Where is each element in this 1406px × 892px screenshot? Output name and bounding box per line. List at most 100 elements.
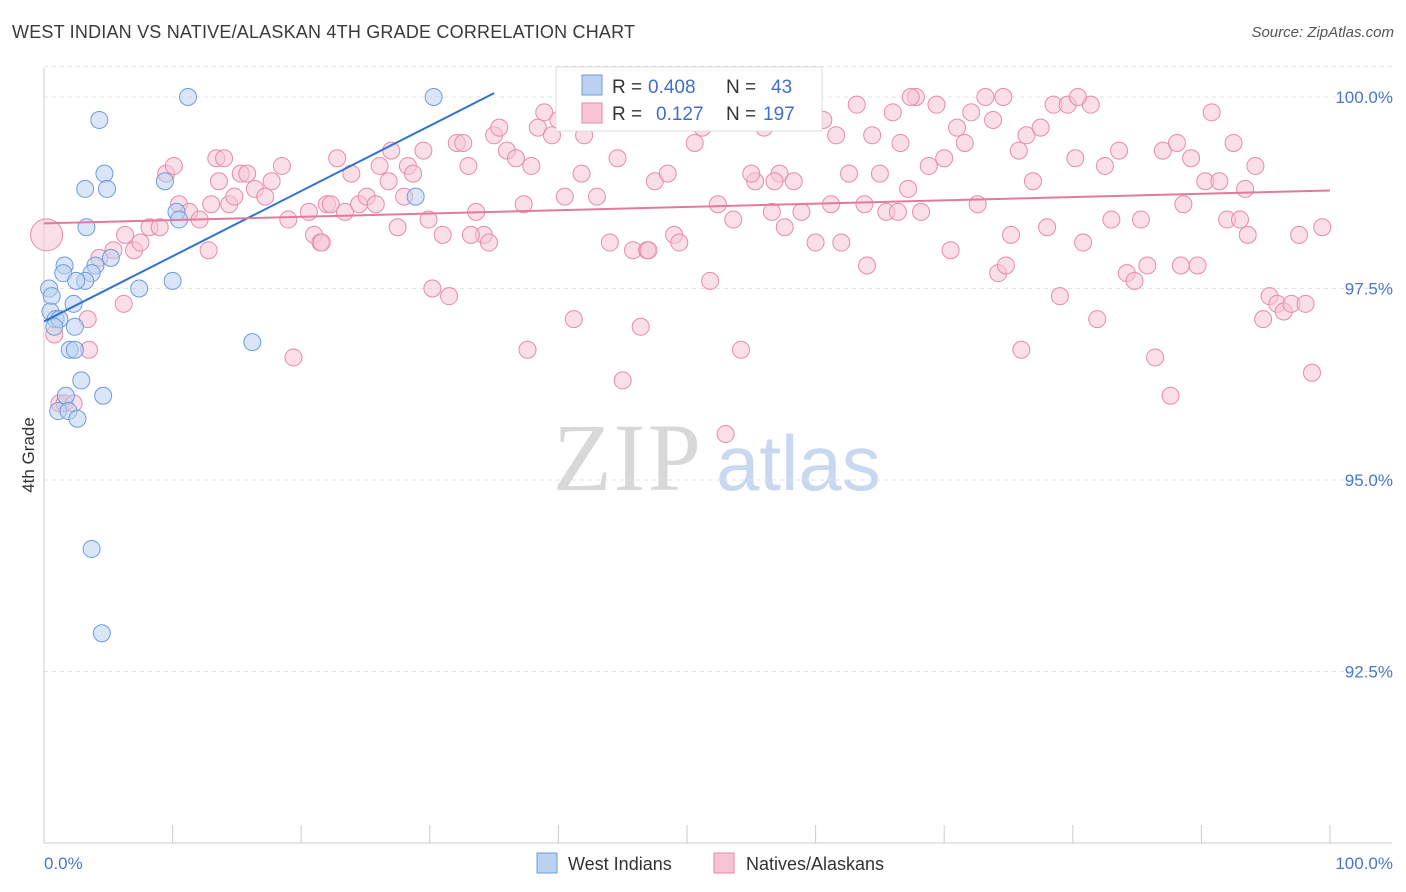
- west-indians-point: [424, 88, 443, 106]
- natives-alaskans-point: [775, 218, 794, 237]
- west-indians-point: [82, 539, 101, 558]
- natives-alaskans-point: [1012, 340, 1031, 359]
- natives-alaskans-point: [1246, 156, 1265, 175]
- natives-alaskans-point: [366, 195, 385, 214]
- natives-alaskans-point: [535, 103, 554, 122]
- natives-alaskans-point: [1095, 156, 1114, 175]
- natives-alaskans-point: [912, 202, 931, 221]
- natives-alaskans-point: [1171, 256, 1190, 275]
- natives-alaskans-point: [262, 172, 281, 191]
- natives-alaskans-point: [202, 195, 221, 214]
- stats-n-west-indians: 43: [771, 77, 792, 98]
- natives-alaskans-point: [1017, 126, 1036, 145]
- stats-box: R = 0.408 N = 43 R = 0.127 N = 197: [555, 66, 823, 132]
- stats-swatch-natives: [581, 102, 603, 124]
- natives-alaskans-point: [199, 241, 218, 260]
- natives-alaskans-point: [1290, 225, 1309, 244]
- natives-alaskans-point: [116, 225, 135, 244]
- natives-alaskans-point: [564, 310, 583, 329]
- natives-alaskans-point: [528, 118, 547, 137]
- natives-alaskans-point: [670, 233, 689, 252]
- natives-alaskans-point: [1254, 310, 1273, 329]
- legend: West Indians Natives/Alaskans: [536, 852, 884, 874]
- natives-alaskans-point: [701, 271, 720, 290]
- y-axis-title: 4th Grade: [19, 417, 38, 493]
- west-indians-point: [42, 287, 61, 306]
- natives-alaskans-point: [1050, 287, 1069, 306]
- natives-alaskans-point: [1313, 218, 1332, 237]
- natives-alaskans-point: [1009, 141, 1028, 160]
- natives-alaskans-point: [506, 149, 525, 168]
- y-tick-label: 95.0%: [1345, 471, 1393, 490]
- natives-alaskans-point: [299, 202, 318, 221]
- natives-alaskans-point: [459, 156, 478, 175]
- natives-alaskans-point: [863, 126, 882, 145]
- stats-swatch-west-indians: [581, 74, 603, 96]
- natives-alaskans-point: [742, 164, 761, 183]
- natives-alaskans-point: [328, 149, 347, 168]
- west-indians-point: [243, 333, 262, 352]
- stats-r-label-2: R =: [612, 104, 642, 125]
- natives-alaskans-point: [1161, 386, 1180, 405]
- natives-alaskans-point: [685, 133, 704, 152]
- natives-alaskans-point: [1074, 233, 1093, 252]
- west-indians-point: [92, 624, 111, 643]
- natives-alaskans-point: [321, 195, 340, 214]
- west-indians-point: [72, 371, 91, 390]
- natives-alaskans-point: [215, 149, 234, 168]
- natives-alaskans-point: [225, 187, 244, 206]
- natives-alaskans-point: [514, 195, 533, 214]
- tick-labels: 100.0% 97.5% 95.0% 92.5% 0.0% 100.0%: [44, 88, 1393, 873]
- natives-alaskans-point: [370, 156, 389, 175]
- legend-swatch-natives[interactable]: [713, 852, 735, 874]
- natives-alaskans-point: [433, 225, 452, 244]
- legend-label-west-indians[interactable]: West Indians: [568, 854, 672, 874]
- natives-alaskans-point: [587, 187, 606, 206]
- natives-alaskans-point: [30, 218, 64, 252]
- trend-lines: [43, 92, 1331, 323]
- natives-alaskans-point: [1224, 133, 1243, 152]
- natives-alaskans-point: [479, 233, 498, 252]
- natives-alaskans-point: [423, 279, 442, 298]
- natives-alaskans-point: [976, 88, 995, 106]
- axes: [43, 68, 1392, 844]
- trend-line-natives: [43, 189, 1331, 225]
- natives-alaskans-point: [1302, 363, 1321, 382]
- natives-alaskans-point: [724, 210, 743, 229]
- natives-alaskans-point: [404, 164, 423, 183]
- natives-alaskans-point: [919, 156, 938, 175]
- trend-line-west-indians: [43, 92, 495, 323]
- west-indians-point: [163, 271, 182, 290]
- natives-alaskans-point: [955, 133, 974, 152]
- natives-alaskans-point: [941, 241, 960, 260]
- west-indians-point: [76, 179, 95, 198]
- natives-alaskans-points: [30, 88, 1332, 444]
- west-indians-point: [95, 164, 114, 183]
- natives-alaskans-point: [1023, 172, 1042, 191]
- natives-alaskans-point: [827, 126, 846, 145]
- west-indians-point: [130, 279, 149, 298]
- natives-alaskans-point: [762, 202, 781, 221]
- natives-alaskans-point: [1088, 310, 1107, 329]
- natives-alaskans-point: [962, 103, 981, 122]
- natives-alaskans-point: [855, 195, 874, 214]
- legend-label-natives[interactable]: Natives/Alaskans: [746, 854, 884, 874]
- stats-n-label-1: N =: [726, 77, 756, 98]
- natives-alaskans-point: [888, 202, 907, 221]
- west-indians-point: [45, 317, 64, 336]
- natives-alaskans-point: [1038, 218, 1057, 237]
- legend-swatch-west-indians[interactable]: [536, 852, 558, 874]
- y-tick-label: 92.5%: [1345, 663, 1393, 682]
- natives-alaskans-point: [1210, 172, 1229, 191]
- natives-alaskans-point: [572, 164, 591, 183]
- natives-alaskans-point: [522, 156, 541, 175]
- natives-alaskans-point: [209, 172, 228, 191]
- west-indians-point: [65, 317, 84, 336]
- west-indians-point: [94, 386, 113, 405]
- natives-alaskans-point: [1238, 225, 1257, 244]
- natives-alaskans-point: [379, 172, 398, 191]
- natives-alaskans-point: [1146, 348, 1165, 367]
- west-indians-point: [90, 110, 109, 129]
- natives-alaskans-point: [256, 187, 275, 206]
